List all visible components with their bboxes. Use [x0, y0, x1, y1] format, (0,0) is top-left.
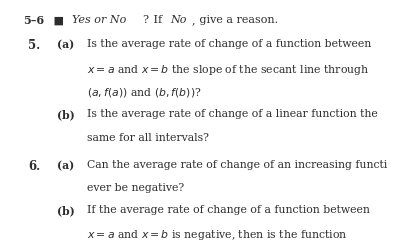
- Text: ,: ,: [192, 15, 195, 25]
- Text: 5.: 5.: [28, 39, 40, 52]
- Text: ?: ?: [143, 15, 149, 25]
- Text: $(a, f(a))$ and $(b, f(b))$?: $(a, f(a))$ and $(b, f(b))$?: [87, 86, 201, 99]
- Text: No: No: [171, 15, 187, 25]
- Text: If the average rate of change of a function between: If the average rate of change of a funct…: [87, 205, 370, 215]
- Text: Is the average rate of change of a linear function the: Is the average rate of change of a linea…: [87, 109, 377, 120]
- Text: (b): (b): [57, 109, 75, 121]
- Text: ever be negative?: ever be negative?: [87, 183, 184, 193]
- Text: (a): (a): [57, 160, 74, 171]
- Text: Yes or No: Yes or No: [73, 15, 127, 25]
- Text: 6.: 6.: [28, 160, 40, 173]
- Text: Can the average rate of change of an increasing functi: Can the average rate of change of an inc…: [87, 160, 387, 170]
- Text: If: If: [150, 15, 166, 25]
- Text: Is the average rate of change of a function between: Is the average rate of change of a funct…: [87, 39, 371, 49]
- Text: $x = a$ and $x = b$ the slope of the secant line through: $x = a$ and $x = b$ the slope of the sec…: [87, 63, 369, 77]
- Text: same for all intervals?: same for all intervals?: [87, 133, 208, 143]
- Text: (b): (b): [57, 205, 75, 216]
- Text: $x = a$ and $x = b$ is negative, then is the function: $x = a$ and $x = b$ is negative, then is…: [87, 228, 347, 242]
- Text: 5–6: 5–6: [23, 15, 44, 26]
- Text: give a reason.: give a reason.: [197, 15, 279, 25]
- Text: (a): (a): [57, 39, 74, 50]
- Text: ■: ■: [50, 15, 68, 25]
